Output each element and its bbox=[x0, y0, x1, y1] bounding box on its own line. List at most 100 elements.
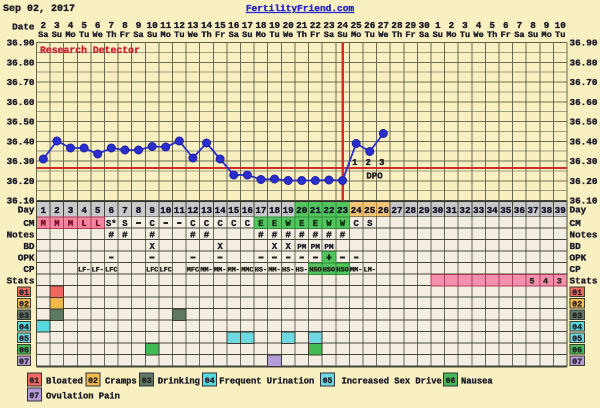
svg-text:X: X bbox=[149, 242, 155, 252]
svg-text:36.10: 36.10 bbox=[7, 196, 35, 207]
svg-text:8: 8 bbox=[136, 205, 142, 216]
svg-text:Fr: Fr bbox=[501, 30, 511, 40]
svg-text:15: 15 bbox=[215, 20, 227, 31]
svg-text:M: M bbox=[41, 219, 46, 229]
svg-text:We: We bbox=[378, 30, 388, 40]
svg-text:Th: Th bbox=[392, 30, 402, 40]
svg-text:E: E bbox=[313, 219, 318, 229]
svg-text:12: 12 bbox=[187, 205, 199, 216]
svg-text:13: 13 bbox=[201, 205, 213, 216]
svg-text:M: M bbox=[68, 219, 73, 229]
svg-text:04: 04 bbox=[572, 322, 582, 332]
svg-text:9: 9 bbox=[544, 20, 550, 31]
svg-text:MM-: MM- bbox=[350, 266, 362, 274]
svg-text:L: L bbox=[81, 219, 86, 229]
svg-text:3: 3 bbox=[68, 205, 74, 216]
svg-text:Mo: Mo bbox=[65, 30, 75, 40]
svg-text:36.30: 36.30 bbox=[7, 156, 35, 167]
svg-text:36.90: 36.90 bbox=[570, 38, 598, 49]
svg-text:LFC: LFC bbox=[160, 266, 172, 274]
svg-text:21: 21 bbox=[310, 205, 322, 216]
svg-text:We: We bbox=[93, 30, 103, 40]
svg-text:11: 11 bbox=[174, 205, 186, 216]
svg-text:01: 01 bbox=[572, 288, 582, 298]
svg-text:2: 2 bbox=[449, 20, 455, 31]
svg-text:X: X bbox=[217, 242, 223, 252]
svg-text:Bloated: Bloated bbox=[46, 377, 83, 387]
svg-text:36.90: 36.90 bbox=[7, 38, 35, 49]
svg-text:21: 21 bbox=[296, 20, 308, 31]
svg-text:Stats: Stats bbox=[570, 275, 598, 286]
svg-text:#: # bbox=[204, 230, 210, 241]
svg-text:Tu: Tu bbox=[365, 30, 375, 40]
svg-text:#: # bbox=[190, 230, 196, 241]
svg-text:8: 8 bbox=[122, 20, 128, 31]
svg-text:HSO: HSO bbox=[323, 266, 335, 274]
svg-text:Notes: Notes bbox=[570, 229, 598, 240]
svg-text:3: 3 bbox=[462, 20, 468, 31]
svg-text:06: 06 bbox=[572, 345, 582, 355]
svg-text:01: 01 bbox=[29, 377, 39, 386]
svg-text:10: 10 bbox=[555, 20, 567, 31]
svg-text:Day: Day bbox=[18, 205, 35, 216]
svg-text:We: We bbox=[473, 30, 483, 40]
svg-text:We: We bbox=[283, 30, 293, 40]
svg-text:Th: Th bbox=[106, 30, 116, 40]
svg-text:1: 1 bbox=[435, 20, 441, 31]
svg-text:HSO: HSO bbox=[336, 266, 348, 274]
svg-text:36.80: 36.80 bbox=[7, 57, 35, 68]
svg-text:4: 4 bbox=[81, 205, 87, 216]
svg-text:PM: PM bbox=[311, 244, 321, 252]
svg-text:18: 18 bbox=[255, 20, 267, 31]
svg-text:5: 5 bbox=[95, 205, 101, 216]
svg-text:06: 06 bbox=[446, 377, 456, 386]
svg-text:CP: CP bbox=[23, 264, 35, 275]
svg-text:07: 07 bbox=[19, 357, 29, 367]
svg-text:CP: CP bbox=[570, 264, 582, 275]
svg-text:S: S bbox=[367, 219, 372, 229]
svg-text:04: 04 bbox=[19, 322, 29, 332]
svg-text:22: 22 bbox=[323, 205, 335, 216]
svg-text:01: 01 bbox=[19, 288, 29, 298]
svg-text:#: # bbox=[340, 230, 346, 241]
svg-text:8: 8 bbox=[530, 20, 536, 31]
svg-text:6: 6 bbox=[95, 20, 101, 31]
svg-text:Mo: Mo bbox=[351, 30, 361, 40]
svg-text:Mo: Mo bbox=[256, 30, 266, 40]
svg-text:04: 04 bbox=[205, 377, 215, 386]
svg-text:28: 28 bbox=[391, 20, 403, 31]
svg-text:Nausea: Nausea bbox=[461, 377, 493, 387]
svg-text:X: X bbox=[272, 242, 278, 252]
svg-text:C: C bbox=[217, 219, 223, 229]
svg-text:HS-: HS- bbox=[282, 266, 294, 274]
svg-text:LF-: LF- bbox=[78, 266, 90, 274]
svg-text:C: C bbox=[231, 219, 237, 229]
svg-text:Tu: Tu bbox=[79, 30, 89, 40]
svg-text:E: E bbox=[299, 219, 304, 229]
svg-text:HS-: HS- bbox=[255, 266, 267, 274]
svg-text:13: 13 bbox=[187, 20, 199, 31]
svg-text:35: 35 bbox=[500, 205, 512, 216]
svg-text:2: 2 bbox=[41, 20, 47, 31]
svg-text:Su: Su bbox=[147, 30, 157, 40]
svg-text:36: 36 bbox=[514, 205, 526, 216]
svg-text:Ovulation Pain: Ovulation Pain bbox=[46, 392, 120, 402]
svg-text:OPK: OPK bbox=[18, 252, 35, 263]
svg-text:36.40: 36.40 bbox=[7, 136, 35, 147]
svg-text:MFC: MFC bbox=[187, 266, 199, 274]
svg-text:5: 5 bbox=[489, 20, 495, 31]
svg-text:MM-: MM- bbox=[214, 266, 226, 274]
svg-text:Fr: Fr bbox=[120, 30, 130, 40]
svg-text:26: 26 bbox=[364, 20, 376, 31]
svg-text:Su: Su bbox=[528, 30, 538, 40]
svg-text:30: 30 bbox=[419, 20, 431, 31]
svg-text:Date: Date bbox=[12, 22, 35, 33]
svg-text:03: 03 bbox=[142, 377, 152, 386]
svg-text:Frequent Urination: Frequent Urination bbox=[219, 377, 314, 387]
svg-text:25: 25 bbox=[364, 205, 376, 216]
svg-text:E: E bbox=[272, 219, 277, 229]
svg-text:HSO: HSO bbox=[309, 266, 321, 274]
svg-text:17: 17 bbox=[242, 20, 253, 31]
svg-text:Fr: Fr bbox=[405, 30, 415, 40]
svg-text:6: 6 bbox=[503, 20, 509, 31]
